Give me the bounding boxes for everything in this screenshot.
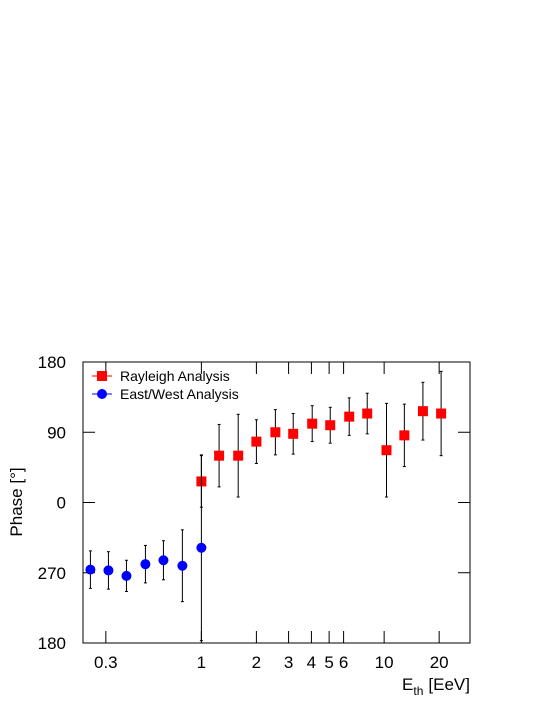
x-label-unit: [EeV] [428,675,470,694]
marker [121,570,132,581]
x-label-sub: th [413,684,423,698]
marker [307,418,318,429]
marker [140,559,151,570]
marker [270,427,281,438]
legend-marker [97,389,107,399]
x-tick-label: 10 [375,653,394,672]
plot-frame [82,361,471,644]
marker [233,450,244,461]
marker [381,445,392,456]
x-tick-label: 3 [284,653,293,672]
legend-label: East/West Analysis [120,386,239,402]
marker [436,408,447,419]
x-axis-label: Eth [EeV] [402,675,470,698]
marker [362,408,373,419]
marker [196,542,207,553]
marker [214,450,225,461]
marker [417,406,428,417]
marker [85,564,96,575]
x-tick-label: 20 [430,653,449,672]
marker [177,560,188,571]
marker [325,420,336,431]
y-tick-label: 270 [38,564,66,583]
y-tick-label: 180 [38,353,66,372]
legend-label: Rayleigh Analysis [120,368,230,384]
x-tick-label: 6 [339,653,348,672]
x-label-main: E [402,675,413,694]
marker [251,436,262,447]
marker [288,428,299,439]
y-tick-label: 90 [47,423,66,442]
marker [344,411,355,422]
y-tick-label: 0 [57,494,66,513]
x-tick-label: 2 [252,653,261,672]
marker [399,430,410,441]
x-tick-label: 1 [197,653,206,672]
x-tick-label: 0.3 [94,653,118,672]
marker [103,565,114,576]
y-axis-label: Phase [°] [7,467,26,536]
marker [158,555,169,566]
y-tick-label: 180 [38,634,66,653]
x-tick-label: 4 [307,653,316,672]
x-tick-label: 5 [324,653,333,672]
legend-marker [97,371,107,381]
